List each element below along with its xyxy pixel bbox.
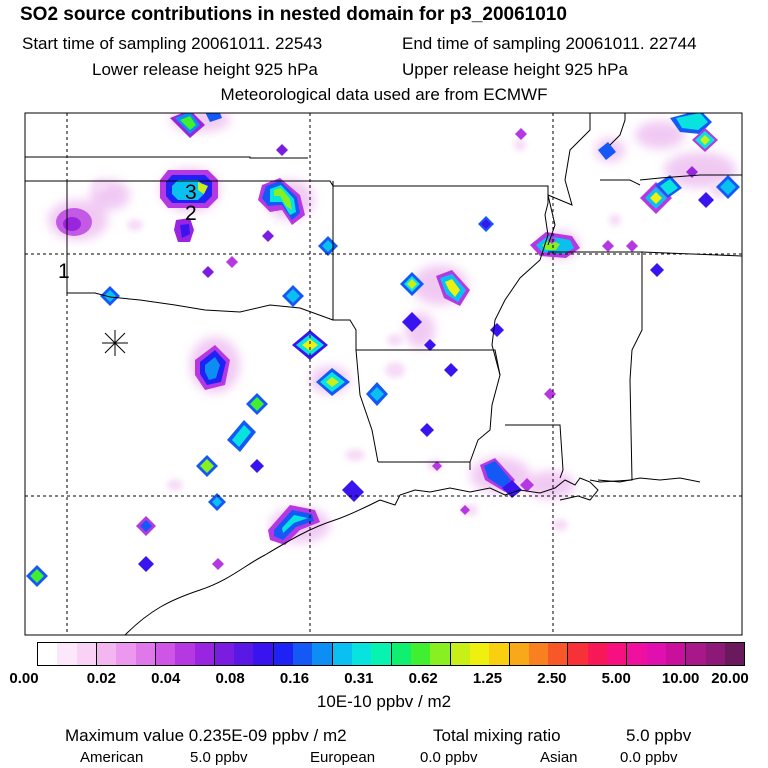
plume-halos <box>48 113 736 543</box>
lower-release-label: Lower release height 925 hPa <box>92 60 318 79</box>
colorbar-segment <box>293 643 313 665</box>
colorbar-tick-label: 0.02 <box>86 670 116 687</box>
colorbar-segment <box>666 643 687 665</box>
colorbar-segment <box>410 643 431 665</box>
colorbar-segment <box>116 643 136 665</box>
colorbar-segment <box>312 643 333 665</box>
european-label: European <box>310 749 376 766</box>
colorbar-segment <box>273 643 294 665</box>
colorbar-segment <box>607 643 628 665</box>
total-mixing-value: 5.0 ppbv <box>626 726 692 745</box>
colorbar-segment <box>686 643 706 665</box>
american-value: 5.0 ppbv <box>190 749 248 766</box>
colorbar-segment <box>489 643 510 665</box>
colorbar-tick-label: 5.00 <box>601 670 631 687</box>
colorbar-tick-label: 0.00 <box>9 670 39 687</box>
colorbar-segment <box>332 643 352 665</box>
colorbar-segment <box>96 643 117 665</box>
asian-value: 0.0 ppbv <box>620 749 678 766</box>
colorbar-segment <box>135 643 156 665</box>
colorbar-segment <box>175 643 195 665</box>
colorbar-segment <box>430 643 451 665</box>
colorbar-segment <box>469 643 490 665</box>
colorbar-tick-label: 1.25 <box>472 670 503 687</box>
american-label: American <box>80 749 144 766</box>
colorbar-tick-label: 0.04 <box>151 670 181 687</box>
marker-2: 2 <box>185 202 197 225</box>
colorbar-segment <box>646 643 666 665</box>
total-mixing-label: Total mixing ratio <box>433 726 561 745</box>
colorbar-segment <box>371 643 392 665</box>
colorbar-tick-label: 10.00 <box>661 670 700 687</box>
map-frame <box>24 112 743 636</box>
colorbar-segment <box>627 643 647 665</box>
max-value-label: Maximum value 0.235E-09 ppbv / m2 <box>65 726 347 745</box>
colorbar-tick-label: 20.00 <box>711 670 749 687</box>
colorbar-segment <box>155 643 176 665</box>
colorbar-segment <box>528 643 549 665</box>
end-time-label: End time of sampling 20061011. 22744 <box>402 34 697 53</box>
colorbar-segment <box>253 643 274 665</box>
colorbar-segment <box>587 643 608 665</box>
asterisk-icon <box>102 330 128 356</box>
colorbar-segment <box>391 643 411 665</box>
source-blobs <box>26 113 740 587</box>
colorbar-tick-label: 0.16 <box>279 670 310 687</box>
asian-label: Asian <box>540 749 578 766</box>
colorbar-segment <box>214 643 235 665</box>
marker-3: 3 <box>185 181 197 204</box>
colorbar-segment <box>194 643 215 665</box>
lat-lon-grid <box>25 113 742 635</box>
colorbar-segment <box>705 643 725 665</box>
plot-title: SO2 source contributions in nested domai… <box>20 4 567 25</box>
colorbar-units: 10E-10 ppbv / m2 <box>316 692 452 711</box>
colorbar-segment <box>548 643 569 665</box>
marker-1: 1 <box>58 260 70 283</box>
colorbar-tick-label: 0.08 <box>215 670 245 687</box>
colorbar-segment <box>724 643 745 665</box>
colorbar <box>37 642 745 666</box>
colorbar-segment <box>568 643 588 665</box>
colorbar-segment <box>57 643 77 665</box>
colorbar-segment <box>509 643 529 665</box>
colorbar-segment <box>38 643 58 665</box>
colorbar-segment <box>352 643 372 665</box>
colorbar-tick-label: 2.50 <box>537 670 567 687</box>
colorbar-segment <box>76 643 97 665</box>
state-boundaries <box>25 113 742 483</box>
upper-release-label: Upper release height 925 hPa <box>402 60 628 79</box>
colorbar-segment <box>450 643 470 665</box>
colorbar-tick-label: 0.62 <box>408 670 438 687</box>
met-data-label: Meteorological data used are from ECMWF <box>220 85 548 104</box>
colorbar-segment <box>234 643 254 665</box>
european-value: 0.0 ppbv <box>420 749 478 766</box>
coastline <box>124 477 701 635</box>
colorbar-tick-label: 0.31 <box>344 670 374 687</box>
start-time-label: Start time of sampling 20061011. 22543 <box>22 34 323 53</box>
